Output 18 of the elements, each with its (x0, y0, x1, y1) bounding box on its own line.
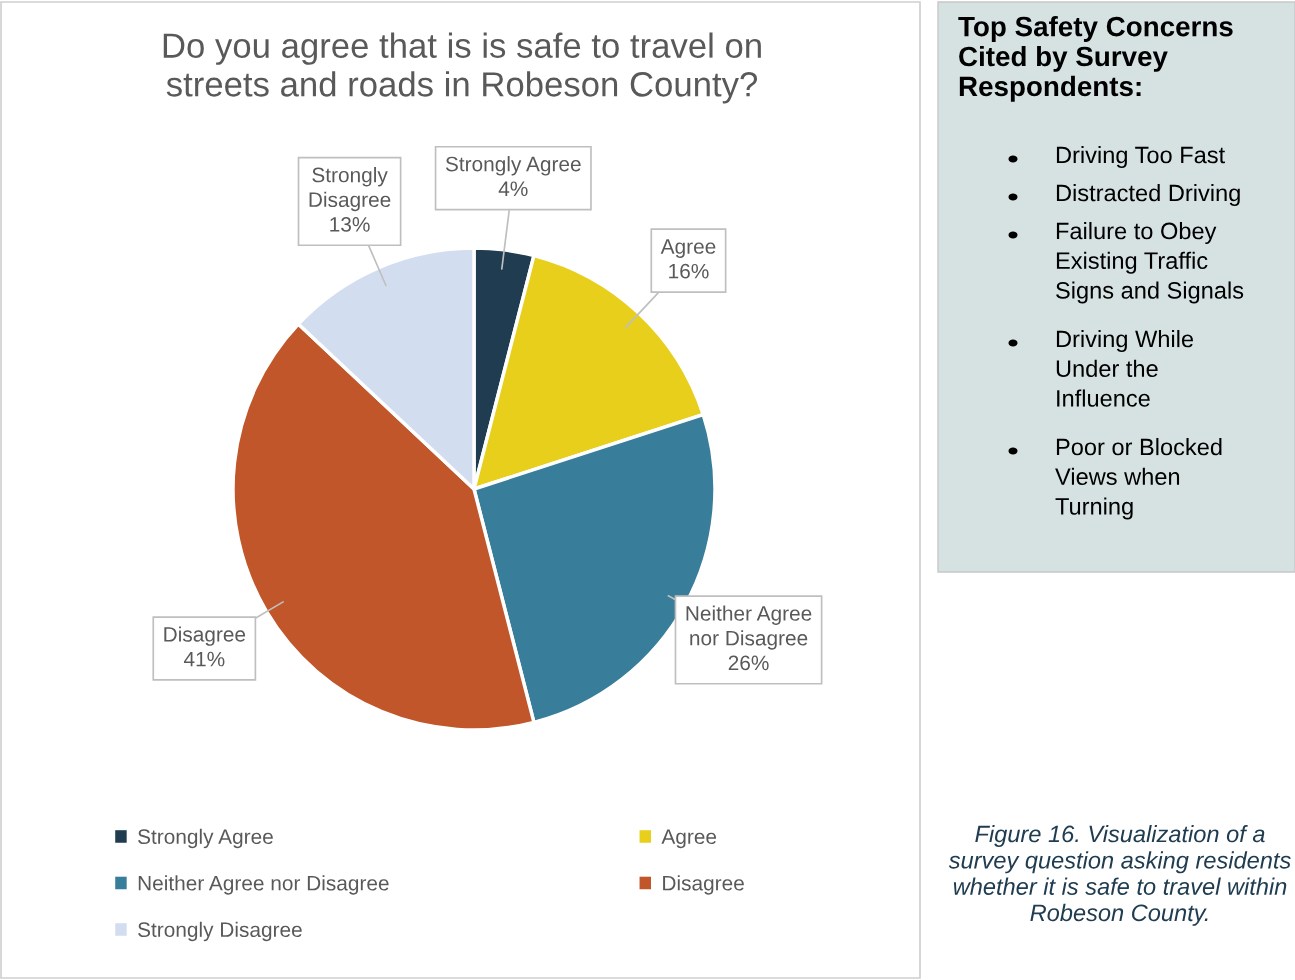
chart-title: Do you agree that is is safe to travel on streets and roads in Robeson County? (163, 32, 761, 104)
text: Top Safety Concerns Cited by Survey Respondents: (958, 16, 1233, 102)
legend-label: Disagree (663, 875, 744, 895)
legend-label: Neither Agree nor Disagree (138, 875, 389, 895)
data-label: Strongly Agree 4% (445, 156, 581, 197)
legend-label: Strongly Agree (138, 828, 273, 849)
text: Failure to Obey Existing Traffic Signs and Signals (1056, 222, 1244, 304)
data-label: Strongly Disagree 13% (309, 167, 391, 232)
data-label: Agree 16% (660, 239, 716, 279)
text: Driving While Under the Influence (1056, 330, 1194, 407)
caption: Figure 16. Visualization of a survey question asking residents whether it is safe to travel within Robeson County. (948, 825, 1291, 926)
data-label: Neither Agree nor Disagree 26% (686, 605, 812, 671)
text: Driving Too Fast (1056, 146, 1225, 169)
text: Distracted Driving (1056, 184, 1240, 207)
legend-label: Strongly Disagree (138, 921, 302, 942)
data-label: Disagree 41% (164, 626, 246, 667)
legend-label: Agree (661, 829, 717, 849)
text: Poor or Blocked Views when Turning (1055, 438, 1222, 520)
